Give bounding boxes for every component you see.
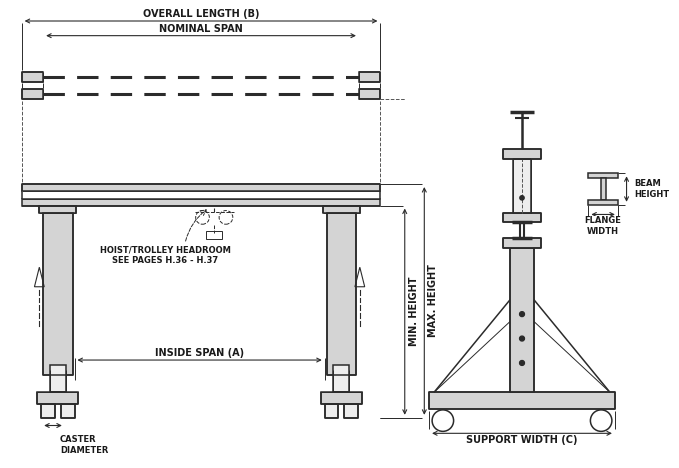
Bar [503, 149, 540, 159]
Bar [589, 200, 618, 205]
Text: SUPPORT WIDTH (C): SUPPORT WIDTH (C) [466, 435, 578, 445]
Bar [323, 205, 360, 213]
Bar [61, 404, 75, 417]
Bar [327, 213, 356, 375]
Bar [429, 392, 614, 409]
Text: MAX. HEIGHT: MAX. HEIGHT [428, 264, 438, 337]
Text: INSIDE SPAN (A): INSIDE SPAN (A) [155, 348, 244, 358]
Bar [22, 191, 380, 199]
Text: HOIST/TROLLEY HEADROOM
SEE PAGES H.36 - H.37: HOIST/TROLLEY HEADROOM SEE PAGES H.36 - … [100, 246, 231, 265]
Bar [22, 199, 380, 205]
Bar [22, 72, 43, 81]
Circle shape [519, 312, 524, 316]
Bar [503, 238, 540, 248]
Bar [589, 174, 618, 178]
Bar [359, 72, 380, 81]
Bar [601, 178, 606, 200]
Bar [41, 404, 55, 417]
Bar [43, 213, 73, 375]
Text: NOMINAL SPAN: NOMINAL SPAN [159, 24, 243, 34]
Bar [320, 392, 362, 404]
Bar [206, 231, 222, 239]
Bar [22, 89, 43, 99]
Text: BEAM
HEIGHT: BEAM HEIGHT [634, 179, 669, 199]
Bar [513, 159, 531, 212]
Text: OVERALL LENGTH (B): OVERALL LENGTH (B) [143, 9, 259, 19]
Bar [333, 365, 349, 392]
Bar [325, 404, 338, 417]
Bar [503, 212, 540, 222]
Text: CASTER
DIAMETER: CASTER DIAMETER [60, 435, 108, 455]
Bar [359, 89, 380, 99]
Bar [39, 205, 77, 213]
Bar [37, 392, 78, 404]
Bar [511, 248, 534, 392]
Bar [344, 404, 358, 417]
Circle shape [520, 196, 524, 200]
Bar [50, 365, 66, 392]
Bar [22, 184, 380, 191]
Text: MIN. HEIGHT: MIN. HEIGHT [409, 277, 418, 346]
Circle shape [519, 360, 524, 366]
Circle shape [519, 336, 524, 341]
Text: FLANGE
WIDTH: FLANGE WIDTH [585, 217, 621, 236]
